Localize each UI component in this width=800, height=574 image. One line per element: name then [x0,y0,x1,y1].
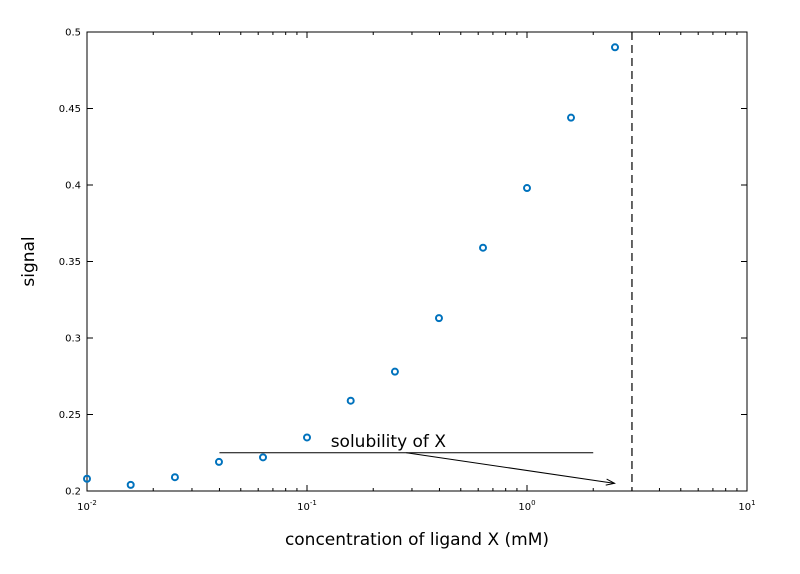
x-tick-label: 101 [738,499,755,513]
annotation-arrow-line [406,452,615,484]
y-tick-label: 0.25 [59,410,81,421]
x-tick-label: 100 [518,499,535,513]
y-tick-label: 0.2 [65,487,81,498]
data-point [523,184,531,193]
data-point [346,396,355,405]
data-point [170,473,179,482]
y-tick-label: 0.4 [65,181,81,192]
y-tick-label: 0.5 [65,28,81,39]
data-point [611,43,620,52]
data-point [214,457,223,466]
x-tick-label: 10-1 [297,499,317,513]
data-point [126,480,135,489]
data-point [479,243,488,252]
y-tick-label: 0.3 [65,334,81,345]
y-tick-label: 0.45 [59,104,81,115]
data-point [434,314,443,323]
y-tick-label: 0.35 [59,257,81,268]
data-point [83,474,91,483]
x-axis-title: concentration of ligand X (mM) [285,530,549,550]
data-point [567,113,576,122]
data-point [303,433,311,442]
y-axis-title: signal [19,236,39,286]
x-tick-label: 10-2 [77,499,97,513]
data-point [390,367,399,376]
annotation-arrowhead [605,478,616,486]
data-point [259,453,268,462]
plot-frame [86,31,748,492]
annotation-label: solubility of X [331,432,447,452]
